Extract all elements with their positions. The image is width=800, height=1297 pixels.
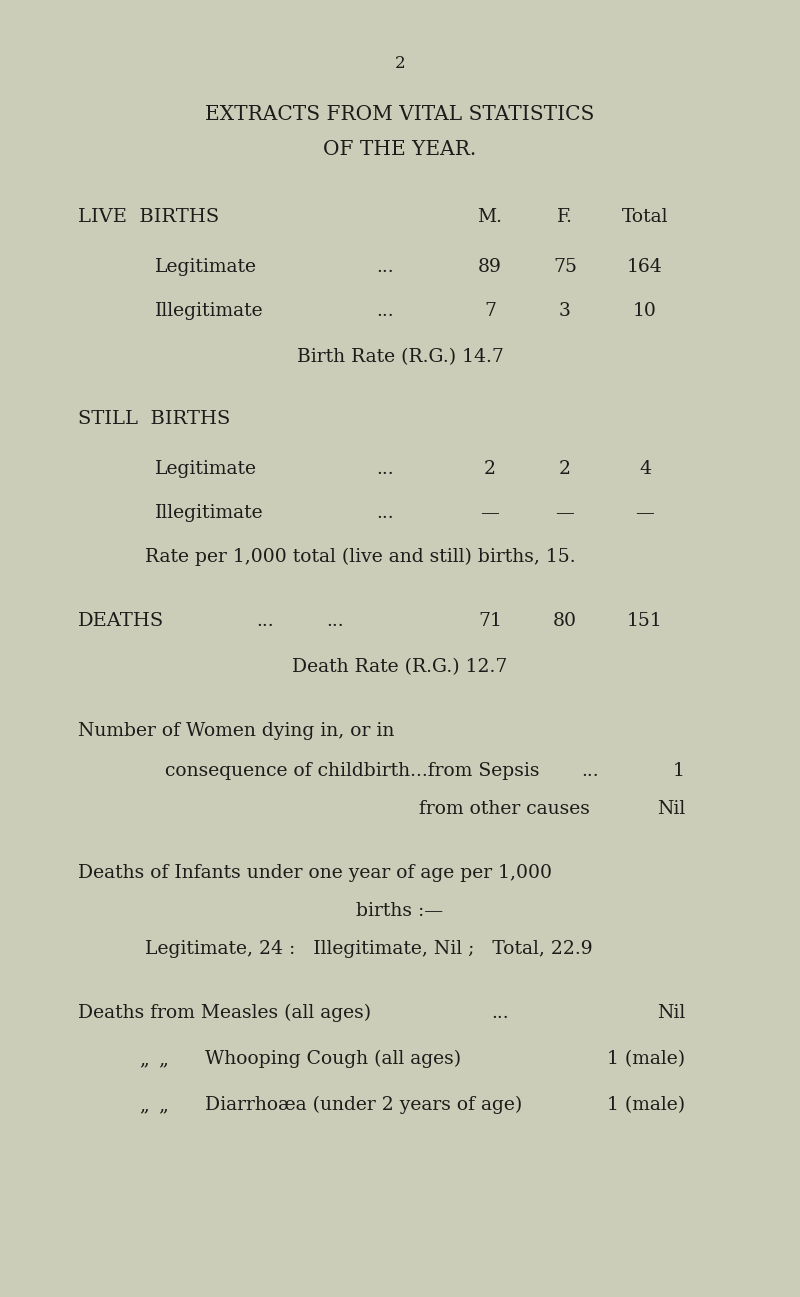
Text: —: —	[555, 505, 574, 521]
Text: Rate per 1,000 total (live and still) births, 15.: Rate per 1,000 total (live and still) bi…	[145, 547, 576, 565]
Text: ...: ...	[376, 302, 394, 320]
Text: Birth Rate (R.G.) 14.7: Birth Rate (R.G.) 14.7	[297, 348, 503, 366]
Text: Diarrhoæa (under 2 years of age): Diarrhoæa (under 2 years of age)	[205, 1096, 522, 1114]
Text: 80: 80	[553, 612, 577, 630]
Text: ...: ...	[376, 258, 394, 276]
Text: 1 (male): 1 (male)	[607, 1096, 685, 1114]
Text: Legitimate, 24 :   Illegitimate, Nil ;   Total, 22.9: Legitimate, 24 : Illegitimate, Nil ; Tot…	[145, 940, 593, 958]
Text: LIVE  BIRTHS: LIVE BIRTHS	[78, 208, 219, 226]
Text: 151: 151	[627, 612, 663, 630]
Text: Illegitimate: Illegitimate	[155, 302, 264, 320]
Text: 3: 3	[559, 302, 571, 320]
Text: 1 (male): 1 (male)	[607, 1051, 685, 1067]
Text: 2: 2	[559, 460, 571, 479]
Text: ...: ...	[376, 460, 394, 479]
Text: 10: 10	[633, 302, 657, 320]
Text: births :—: births :—	[357, 901, 443, 920]
Text: Legitimate: Legitimate	[155, 258, 257, 276]
Text: 71: 71	[478, 612, 502, 630]
Text: Deaths from Measles (all ages): Deaths from Measles (all ages)	[78, 1004, 371, 1022]
Text: Illegitimate: Illegitimate	[155, 505, 264, 521]
Text: EXTRACTS FROM VITAL STATISTICS: EXTRACTS FROM VITAL STATISTICS	[206, 105, 594, 125]
Text: 7: 7	[484, 302, 496, 320]
Text: consequence of childbirth...from Sepsis: consequence of childbirth...from Sepsis	[165, 763, 539, 779]
Text: from other causes: from other causes	[419, 800, 590, 818]
Text: Number of Women dying in, or in: Number of Women dying in, or in	[78, 722, 394, 741]
Text: 1: 1	[673, 763, 685, 779]
Text: 2: 2	[394, 54, 406, 73]
Text: Nil: Nil	[657, 800, 685, 818]
Text: ...: ...	[491, 1004, 509, 1022]
Text: STILL  BIRTHS: STILL BIRTHS	[78, 410, 230, 428]
Text: OF THE YEAR.: OF THE YEAR.	[323, 140, 477, 160]
Text: 75: 75	[553, 258, 577, 276]
Text: 2: 2	[484, 460, 496, 479]
Text: 164: 164	[627, 258, 663, 276]
Text: „ „: „ „	[140, 1096, 169, 1114]
Text: —: —	[635, 505, 654, 521]
Text: ...: ...	[376, 505, 394, 521]
Text: Nil: Nil	[657, 1004, 685, 1022]
Text: —: —	[481, 505, 499, 521]
Text: F.: F.	[557, 208, 573, 226]
Text: M.: M.	[478, 208, 502, 226]
Text: DEATHS: DEATHS	[78, 612, 164, 630]
Text: Deaths of Infants under one year of age per 1,000: Deaths of Infants under one year of age …	[78, 864, 552, 882]
Text: Whooping Cough (all ages): Whooping Cough (all ages)	[205, 1049, 461, 1067]
Text: 4: 4	[639, 460, 651, 479]
Text: Death Rate (R.G.) 12.7: Death Rate (R.G.) 12.7	[292, 658, 508, 676]
Text: ...: ...	[256, 612, 274, 630]
Text: Total: Total	[622, 208, 668, 226]
Text: ...: ...	[581, 763, 599, 779]
Text: ...: ...	[326, 612, 344, 630]
Text: Legitimate: Legitimate	[155, 460, 257, 479]
Text: „ „: „ „	[140, 1051, 169, 1067]
Text: 89: 89	[478, 258, 502, 276]
